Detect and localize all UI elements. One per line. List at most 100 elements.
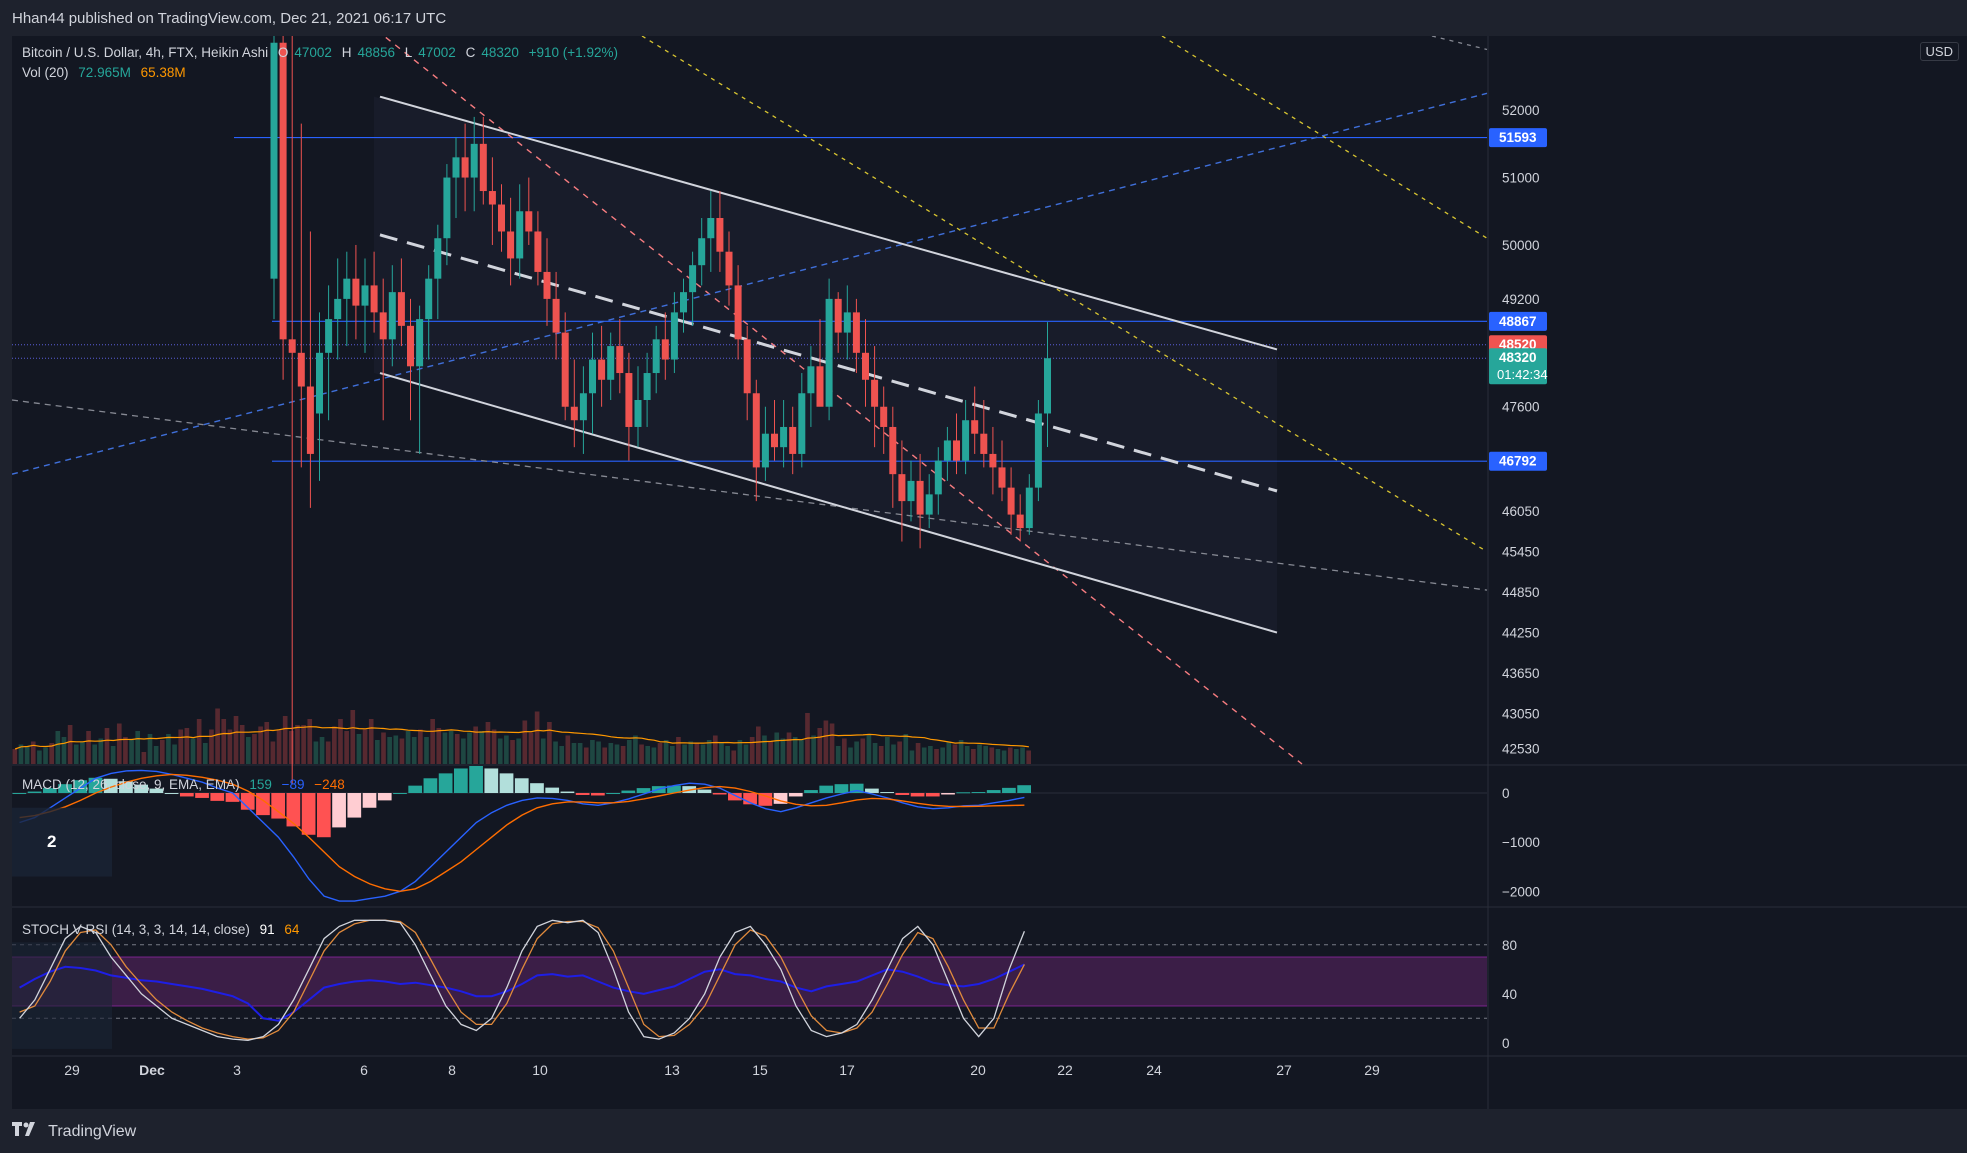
candle-body — [716, 218, 724, 252]
time-tick-label: 29 — [64, 1062, 80, 1078]
volume-bar — [344, 731, 349, 764]
currency-badge[interactable]: USD — [1919, 42, 1959, 61]
volume-bar — [504, 735, 509, 764]
volume-bar — [73, 744, 79, 764]
candle-body — [743, 339, 751, 394]
high-value: H 48856 — [342, 45, 395, 60]
candle-body — [306, 386, 314, 454]
price-label-text: 46792 — [1499, 454, 1537, 469]
time-tick-label: 22 — [1057, 1062, 1073, 1078]
volume-bar — [12, 749, 18, 764]
candle-body — [598, 359, 606, 380]
macd-tick-label: −1000 — [1502, 835, 1540, 850]
candle-body — [725, 251, 733, 286]
macd-legend: MACD (12, 26, close, 9, EMA, EMA) 159 −8… — [22, 777, 351, 792]
candle-body — [488, 191, 496, 205]
volume-bar — [577, 743, 583, 764]
volume-bar — [375, 740, 380, 764]
macd-histogram-bar — [758, 793, 773, 806]
close-num: 48320 — [481, 45, 519, 60]
time-tick-label: 27 — [1276, 1062, 1292, 1078]
volume-bar — [835, 746, 841, 764]
volume-bar — [897, 741, 902, 764]
volume-bar — [301, 725, 306, 764]
volume-bar — [639, 744, 644, 764]
candle-body — [761, 433, 769, 468]
macd-histogram-bar — [575, 793, 590, 795]
volume-bar — [319, 737, 325, 764]
footer-brand: TradingView — [48, 1123, 137, 1140]
volume-ma-line — [14, 726, 1029, 750]
volume-bar — [737, 740, 743, 764]
price-label-badge — [1489, 348, 1547, 385]
candle-body — [652, 339, 660, 374]
candle-body — [607, 346, 615, 380]
volume-bar — [633, 735, 638, 764]
high-num: 48856 — [357, 45, 395, 60]
macd-histogram-bar — [423, 778, 438, 794]
macd-histogram-bar — [956, 792, 971, 794]
volume-bar — [276, 729, 282, 764]
gray-dashed-trendline-top — [1431, 36, 1488, 51]
volume-bar — [768, 741, 773, 764]
time-tick-label: 10 — [532, 1062, 548, 1078]
chart-canvas[interactable]: 52000 51000 50000 49200 47600 46050 45450 44850… — [12, 36, 1967, 1109]
publisher-text: Hhan44 published on TradingView.com, Dec… — [12, 10, 447, 27]
volume-bar — [159, 740, 165, 764]
volume-bar — [1014, 749, 1019, 764]
volume-bar — [934, 749, 939, 764]
volume-bar — [221, 719, 227, 764]
volume-bar — [540, 738, 546, 764]
volume-bar — [571, 743, 577, 764]
volume-bar — [762, 735, 767, 764]
candle-body — [670, 312, 678, 360]
volume-bar — [92, 744, 98, 764]
candle-body — [1016, 514, 1024, 529]
macd-histogram-bar — [880, 792, 894, 794]
volume-bar — [602, 747, 608, 764]
volume-bar — [854, 741, 859, 764]
time-tick-label: 6 — [360, 1062, 368, 1078]
price-tick-label: 44850 — [1502, 585, 1540, 600]
volume-bar — [166, 734, 171, 764]
chart-frame[interactable] — [12, 36, 1967, 1109]
high-label: H — [341, 45, 352, 60]
price-tick-label: 42530 — [1502, 741, 1540, 756]
volume-bar — [792, 737, 798, 764]
candle-body — [388, 292, 396, 340]
volume-bar — [153, 746, 159, 764]
candle-body — [334, 298, 342, 320]
candle-body — [752, 393, 760, 468]
volume-bar — [442, 732, 448, 764]
volume-bar — [725, 746, 730, 764]
volume-bar — [227, 729, 233, 764]
volume-ma-value: 65.38M — [140, 65, 186, 80]
price-tick-label: 51000 — [1502, 171, 1540, 186]
macd-tick-label: −2000 — [1502, 884, 1540, 899]
macd-histogram-bar — [438, 773, 453, 794]
volume-bar — [700, 744, 706, 764]
macd-histogram-bar — [240, 793, 255, 810]
macd-histogram-bar — [743, 793, 757, 805]
volume-bar — [952, 744, 958, 764]
candle-body — [361, 285, 369, 306]
volume-bar — [30, 741, 36, 764]
candle-body — [288, 339, 296, 353]
candle-body — [898, 474, 906, 502]
macd-histogram-bar — [149, 788, 164, 794]
macd-histogram-bar — [788, 793, 803, 797]
price-legend: Bitcoin / U.S. Dollar, 4h, FTX, Heikin A… — [22, 45, 624, 60]
volume-bar — [651, 747, 657, 764]
volume-bar — [799, 740, 804, 764]
volume-bar — [891, 744, 896, 764]
price-label-badge — [1489, 311, 1547, 331]
volume-bar — [454, 734, 460, 764]
marker-2-label: 2 — [47, 832, 56, 851]
volume-bar — [786, 732, 792, 764]
macd-histogram-bar — [804, 790, 818, 794]
volume-bar — [663, 740, 669, 764]
macd-histogram-bar — [591, 793, 605, 796]
volume-bar — [356, 734, 362, 764]
candle-body — [570, 406, 578, 421]
macd-histogram-bar — [499, 773, 514, 794]
